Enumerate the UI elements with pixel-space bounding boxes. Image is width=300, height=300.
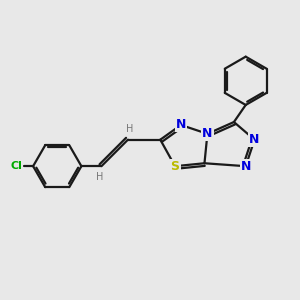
Text: N: N: [176, 118, 186, 131]
Text: N: N: [249, 133, 260, 146]
Text: H: H: [96, 172, 103, 182]
Text: S: S: [170, 160, 179, 173]
Text: H: H: [126, 124, 133, 134]
Text: Cl: Cl: [11, 161, 22, 171]
Text: N: N: [241, 160, 251, 173]
Text: N: N: [202, 127, 213, 140]
